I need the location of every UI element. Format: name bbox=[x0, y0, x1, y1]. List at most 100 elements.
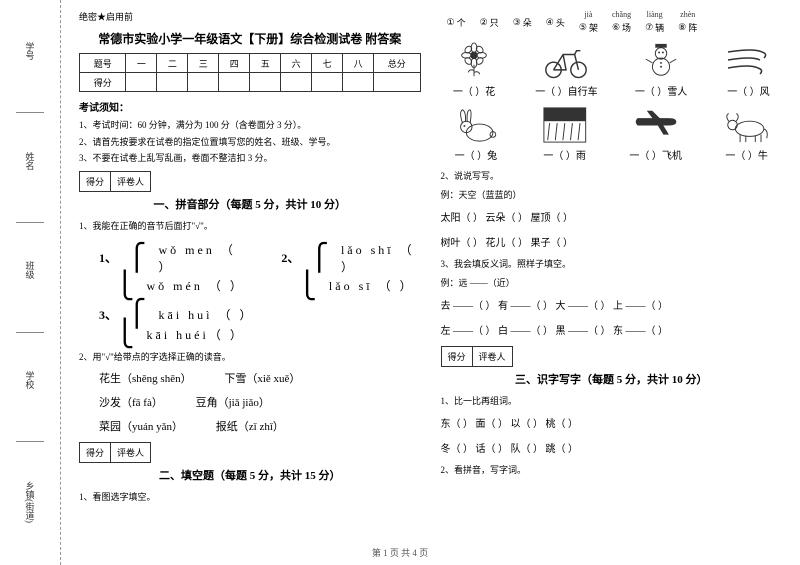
example: 例：远 ——（近） bbox=[441, 276, 783, 289]
brace-icon: ⎩ bbox=[297, 277, 317, 295]
rule: 1、考试时间：60 分钟，满分为 100 分（含卷面分 3 分）。 bbox=[79, 119, 421, 132]
grade-box: 得分 评卷人 bbox=[441, 346, 783, 367]
img-cell: 一（ ）花 bbox=[450, 42, 498, 98]
page-footer: 第 1 页 共 4 页 bbox=[0, 546, 800, 559]
img-cell: 一（ ）雨 bbox=[541, 106, 589, 162]
bind-label-id: 学号 bbox=[24, 42, 37, 60]
caption: 一（ ）花 bbox=[453, 83, 496, 98]
num: 2、 bbox=[281, 249, 299, 266]
grade-cell: 得分 bbox=[441, 346, 473, 367]
ox-icon bbox=[723, 106, 771, 144]
th: 三 bbox=[188, 54, 219, 73]
plane-icon bbox=[632, 106, 680, 144]
bind-label-school: 学校 bbox=[24, 371, 37, 389]
th: 总分 bbox=[374, 54, 420, 73]
word: 下雪（xiě xuě） bbox=[224, 373, 300, 385]
grade-cell: 评卷人 bbox=[473, 346, 513, 367]
word: 豆角（jiǎ jiǎo） bbox=[196, 397, 270, 409]
blank-line: 东（ ） 面（ ） 以（ ） 桃（ ） bbox=[441, 415, 783, 430]
caption: 一（ ）兔 bbox=[455, 147, 498, 162]
grade-box: 得分 评卷人 bbox=[79, 442, 421, 463]
right-column: ①个 ②只 ③朵 ④头 jià⑤架 chǎng⑥场 liàng⑦辆 zhèn⑧阵… bbox=[441, 10, 783, 561]
content: 绝密★启用前 常德市实验小学一年级语文【下册】综合检测试卷 附答案 题号 一 二… bbox=[61, 0, 800, 565]
caption: 一（ ）牛 bbox=[725, 147, 768, 162]
q2: 2、用"√"给带点的字选择正确的读音。 bbox=[79, 350, 421, 363]
brace-icon: ⎧ bbox=[127, 249, 147, 267]
th: 六 bbox=[281, 54, 312, 73]
counter: zhèn⑧阵 bbox=[678, 10, 697, 34]
bind-field bbox=[16, 318, 44, 333]
caption: 一（ ）雪人 bbox=[635, 83, 688, 98]
caption: 一（ ）飞机 bbox=[629, 147, 682, 162]
brace-icon: ⎩ bbox=[115, 325, 135, 343]
caption: 一（ ）雨 bbox=[543, 147, 586, 162]
grade-box: 得分 评卷人 bbox=[79, 171, 421, 192]
counter: liàng⑦辆 bbox=[645, 10, 664, 34]
img-cell: 一（ ）自行车 bbox=[535, 42, 598, 98]
image-row: 一（ ）兔 一（ ）雨 一（ ）飞机 一（ ）牛 bbox=[441, 106, 783, 162]
th: 五 bbox=[250, 54, 281, 73]
word-pair: 花生（shēng shēn） 下雪（xiě xuě） bbox=[99, 370, 421, 386]
img-cell: 一（ ）雪人 bbox=[635, 42, 688, 98]
s2-q1: 1、看图选字填空。 bbox=[79, 490, 421, 503]
pinyin: wǒ mén （ ） bbox=[147, 277, 242, 294]
pinyin-item: 2、 ⎧ lǎo shī （ ） bbox=[281, 241, 420, 275]
page: 学号 姓名 班级 学校 乡镇(街道) 绝密★启用前 常德市实验小学一年级语文【下… bbox=[0, 0, 800, 565]
num: 1、 bbox=[99, 249, 117, 266]
counter: ②只 bbox=[480, 10, 499, 34]
counter: ④头 bbox=[546, 10, 565, 34]
s3-q2: 2、看拼音，写字词。 bbox=[441, 463, 783, 476]
snowman-icon bbox=[637, 42, 685, 80]
pinyin-item: 0 ⎩ wǒ mén （ ） bbox=[99, 277, 241, 295]
s3-q1: 1、比一比再组词。 bbox=[441, 394, 783, 407]
bind-label-class: 班级 bbox=[24, 261, 37, 279]
secret-mark: 绝密★启用前 bbox=[79, 10, 421, 23]
example: 例：天空（蓝蓝的） bbox=[441, 188, 783, 201]
word-pair: 沙发（fā fà） 豆角（jiǎ jiǎo） bbox=[99, 394, 421, 410]
exam-title: 常德市实验小学一年级语文【下册】综合检测试卷 附答案 bbox=[79, 30, 421, 47]
image-row: 一（ ）花 一（ ）自行车 一（ ）雪人 一（ ）风 bbox=[441, 42, 783, 98]
th: 四 bbox=[219, 54, 250, 73]
rule: 2、请首先按要求在试卷的指定位置填写您的姓名、班级、学号。 bbox=[79, 136, 421, 149]
section2-title: 二、填空题（每题 5 分，共计 15 分） bbox=[79, 467, 421, 483]
word: 报纸（zǐ zhǐ） bbox=[216, 421, 284, 433]
rule: 3、不要在试卷上乱写乱画，卷面不整洁扣 3 分。 bbox=[79, 152, 421, 165]
th: 八 bbox=[343, 54, 374, 73]
bind-field bbox=[16, 208, 44, 223]
bind-field bbox=[16, 98, 44, 113]
word: 沙发（fā fà） bbox=[99, 397, 163, 409]
left-column: 绝密★启用前 常德市实验小学一年级语文【下册】综合检测试卷 附答案 题号 一 二… bbox=[79, 10, 421, 561]
counter: ①个 bbox=[447, 10, 466, 34]
th: 二 bbox=[157, 54, 188, 73]
counter: ③朵 bbox=[513, 10, 532, 34]
binding-margin: 学号 姓名 班级 学校 乡镇(街道) bbox=[0, 0, 61, 565]
caption: 一（ ）自行车 bbox=[535, 83, 598, 98]
blank-line: 树叶（ ） 花儿（ ） 果子（ ） bbox=[441, 234, 783, 249]
pinyin-item: 0 ⎩ lǎo sī （ ） bbox=[281, 277, 420, 295]
word-pair: 菜园（yuán yǎn） 报纸（zǐ zhǐ） bbox=[99, 418, 421, 434]
caption: 一（ ）风 bbox=[727, 83, 770, 98]
img-cell: 一（ ）牛 bbox=[723, 106, 771, 162]
bike-icon bbox=[542, 42, 590, 80]
blank-line: 左 ——（ ） 白 ——（ ） 黑 ——（ ） 东 ——（ ） bbox=[441, 322, 783, 337]
pinyin: wǒ men （ ） bbox=[159, 241, 242, 275]
pinyin: lǎo sī （ ） bbox=[329, 277, 415, 294]
pinyin-item: 3、 ⎧ kāi huì （ ） bbox=[99, 305, 421, 323]
score-table: 题号 一 二 三 四 五 六 七 八 总分 得分 bbox=[79, 53, 421, 92]
brace-icon: ⎩ bbox=[115, 277, 135, 295]
grade-cell: 评卷人 bbox=[111, 442, 151, 463]
table-row: 题号 一 二 三 四 五 六 七 八 总分 bbox=[80, 54, 421, 73]
pinyin: lǎo shī （ ） bbox=[341, 241, 421, 275]
img-cell: 一（ ）风 bbox=[724, 42, 772, 98]
pinyin: kāi huéi（ ） bbox=[147, 326, 245, 343]
img-cell: 一（ ）飞机 bbox=[629, 106, 682, 162]
s2-q2: 2、说说写写。 bbox=[441, 169, 783, 182]
word: 花生（shēng shēn） bbox=[99, 373, 192, 385]
pinyin: kāi huì （ ） bbox=[159, 306, 255, 323]
counter: jià⑤架 bbox=[579, 10, 598, 34]
table-row: 得分 bbox=[80, 73, 421, 92]
th: 题号 bbox=[80, 54, 126, 73]
bind-field bbox=[16, 427, 44, 442]
q1: 1、我能在正确的音节后面打"√"。 bbox=[79, 219, 421, 232]
pinyin-item: 0 ⎩ kāi huéi（ ） bbox=[99, 325, 421, 343]
